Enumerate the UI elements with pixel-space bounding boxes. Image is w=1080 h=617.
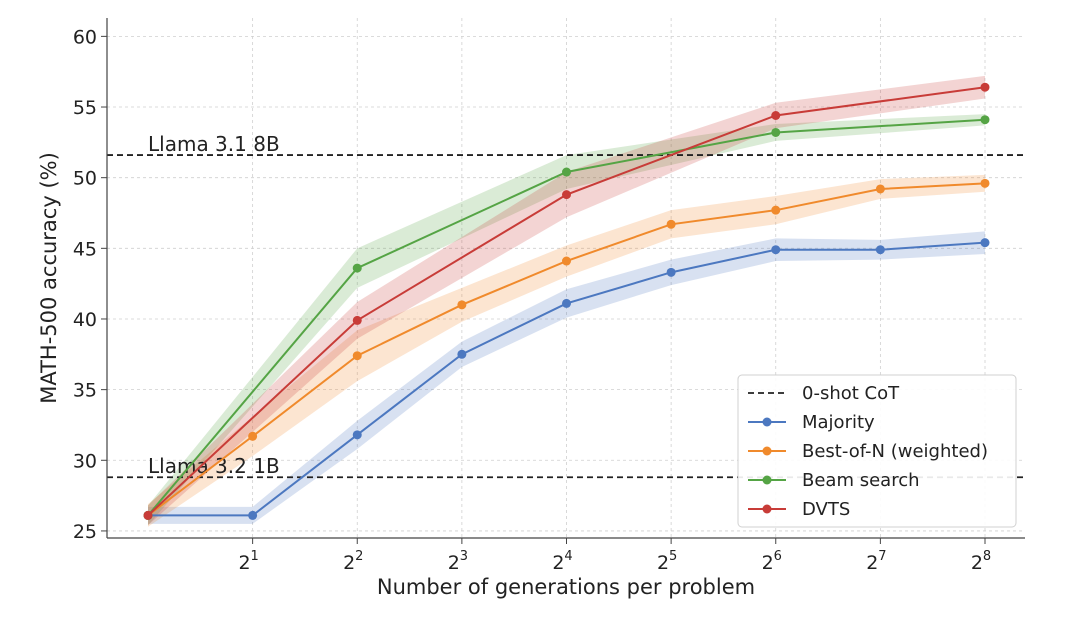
data-point [666, 267, 676, 277]
legend-marker [762, 504, 772, 514]
y-tick-label: 25 [73, 521, 97, 543]
data-point [875, 184, 885, 194]
confidence-band [148, 114, 985, 526]
data-point [771, 205, 781, 215]
y-tick-label: 55 [73, 97, 97, 119]
data-point [980, 178, 990, 188]
y-tick-label: 40 [73, 309, 97, 331]
x-tick-label: 25 [657, 549, 677, 574]
x-axis-label: Number of generations per problem [377, 575, 755, 599]
x-tick-label: 26 [762, 549, 782, 574]
data-point [771, 245, 781, 255]
legend-marker [762, 446, 772, 456]
x-tick-label: 22 [343, 549, 363, 574]
reference-line-label: Llama 3.1 8B [148, 132, 280, 156]
data-point [562, 190, 571, 200]
data-point [666, 219, 676, 229]
confidence-bands [148, 75, 985, 527]
x-tick-label: 24 [552, 549, 572, 574]
y-tick-label: 50 [73, 168, 97, 190]
series-lines [143, 82, 990, 520]
legend-entry-label: Beam search [802, 470, 920, 491]
confidence-band [148, 231, 985, 524]
data-point [352, 315, 362, 325]
y-tick-label: 45 [73, 238, 97, 260]
data-point [352, 263, 362, 273]
data-point [562, 167, 571, 177]
data-point [771, 127, 781, 137]
data-point [457, 349, 467, 359]
legend-box [737, 374, 1017, 528]
data-point [980, 238, 990, 248]
x-tick-label: 28 [971, 549, 991, 574]
legend-entry-label: DVTS [802, 499, 850, 520]
data-point [248, 510, 258, 520]
data-point [248, 431, 258, 441]
legend-marker [762, 475, 772, 485]
data-point [352, 430, 362, 440]
tick-labels: 21 22 23 24 25 26 27 28 25 30 35 40 45 50 55 60 [73, 26, 991, 574]
data-point [143, 510, 153, 520]
data-point [980, 82, 990, 92]
data-point [457, 300, 467, 310]
data-point [980, 115, 990, 125]
x-tick-label: 23 [448, 549, 468, 574]
y-tick-label: 60 [73, 26, 97, 48]
x-tick-label: 21 [238, 549, 258, 574]
data-point [771, 111, 781, 120]
data-point [875, 245, 885, 255]
x-tick-label: 27 [866, 549, 886, 574]
y-axis-label: MATH-500 accuracy (%) [37, 152, 61, 404]
legend-entry-label: Majority [802, 412, 875, 433]
y-tick-label: 30 [73, 450, 97, 472]
legend: 0-shot CoT Majority Best-of-N (weighted) Be… [737, 374, 1017, 528]
legend-entry-label: 0-shot CoT [802, 383, 900, 404]
data-point [352, 351, 362, 361]
data-point [562, 298, 571, 308]
y-tick-label: 35 [73, 380, 97, 402]
legend-entry-label: Best-of-N (weighted) [802, 441, 988, 462]
legend-marker [762, 417, 772, 427]
data-point [562, 256, 571, 266]
